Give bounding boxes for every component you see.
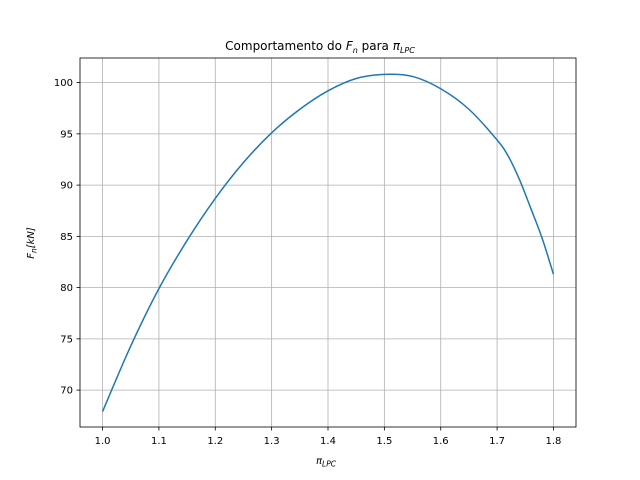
x-tick-label: 1.2 <box>207 436 223 447</box>
x-axis-ticks: 1.0 1.1 1.2 1.3 1.4 1.5 1.6 1.7 1.8 <box>95 427 562 447</box>
y-tick-label: 70 <box>60 386 73 397</box>
y-tick-label: 75 <box>60 334 73 345</box>
x-tick-label: 1.5 <box>376 436 392 447</box>
y-tick-label: 95 <box>60 129 73 140</box>
y-tick-label: 85 <box>60 232 73 243</box>
x-tick-label: 1.4 <box>320 436 336 447</box>
y-axis-ticks: 70 75 80 85 90 95 100 <box>54 78 80 397</box>
x-tick-label: 1.0 <box>95 436 111 447</box>
x-tick-label: 1.6 <box>433 436 449 447</box>
grid <box>80 58 576 427</box>
x-tick-label: 1.3 <box>264 436 280 447</box>
y-tick-label: 80 <box>60 283 73 294</box>
series-line <box>101 73 555 412</box>
x-tick-label: 1.1 <box>151 436 167 447</box>
y-axis-label: Fn[kN] <box>26 227 39 259</box>
x-tick-label: 1.7 <box>489 436 505 447</box>
x-tick-label: 1.8 <box>546 436 562 447</box>
x-axis-label: πLPC <box>316 456 337 469</box>
y-tick-label: 100 <box>54 78 73 89</box>
y-tick-label: 90 <box>60 181 73 192</box>
chart-title: Comportamento do Fn para πLPC <box>225 39 415 55</box>
series-layer <box>101 73 555 412</box>
